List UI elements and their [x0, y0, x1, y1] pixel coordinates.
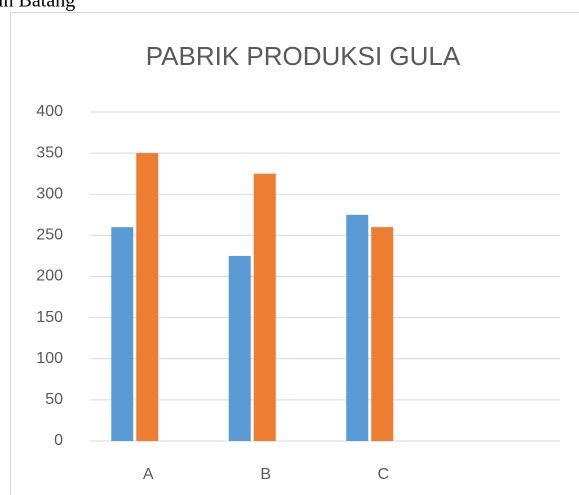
- bar: [111, 227, 134, 441]
- x-tick-label: C: [377, 466, 389, 483]
- bar: [371, 227, 394, 441]
- x-tick-label: A: [143, 466, 154, 483]
- x-tick-label: B: [260, 466, 271, 483]
- y-tick-label: 250: [36, 227, 63, 244]
- bar: [253, 173, 276, 441]
- y-tick-label: 200: [36, 268, 63, 285]
- y-tick-label: 350: [36, 144, 63, 161]
- y-tick-label: 300: [36, 185, 63, 202]
- chart-title: PABRIK PRODUKSI GULA: [146, 41, 461, 71]
- bar: [136, 153, 159, 441]
- bar: [228, 255, 251, 441]
- caption-bg: [0, 0, 160, 12]
- y-tick-label: 50: [45, 391, 63, 408]
- y-tick-label: 150: [36, 309, 63, 326]
- bar: [346, 214, 369, 441]
- y-tick-label: 0: [54, 432, 63, 449]
- y-tick-label: 100: [36, 350, 63, 367]
- y-tick-label: 400: [36, 103, 63, 120]
- caption: in Batang: [0, 0, 75, 12]
- chart-border: [10, 12, 579, 495]
